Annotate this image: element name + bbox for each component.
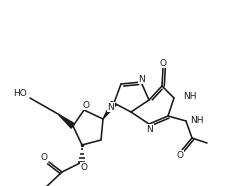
Text: O: O [159, 59, 166, 68]
Text: O: O [176, 150, 183, 160]
Text: HO: HO [13, 89, 27, 97]
Polygon shape [58, 114, 74, 128]
Text: N: N [138, 75, 145, 84]
Text: O: O [80, 163, 87, 171]
Polygon shape [103, 101, 116, 119]
Text: NH: NH [182, 92, 196, 100]
Text: O: O [82, 100, 89, 110]
Text: NH: NH [189, 116, 202, 124]
Text: O: O [40, 153, 47, 161]
Text: N: N [107, 102, 114, 111]
Text: N: N [146, 124, 153, 134]
